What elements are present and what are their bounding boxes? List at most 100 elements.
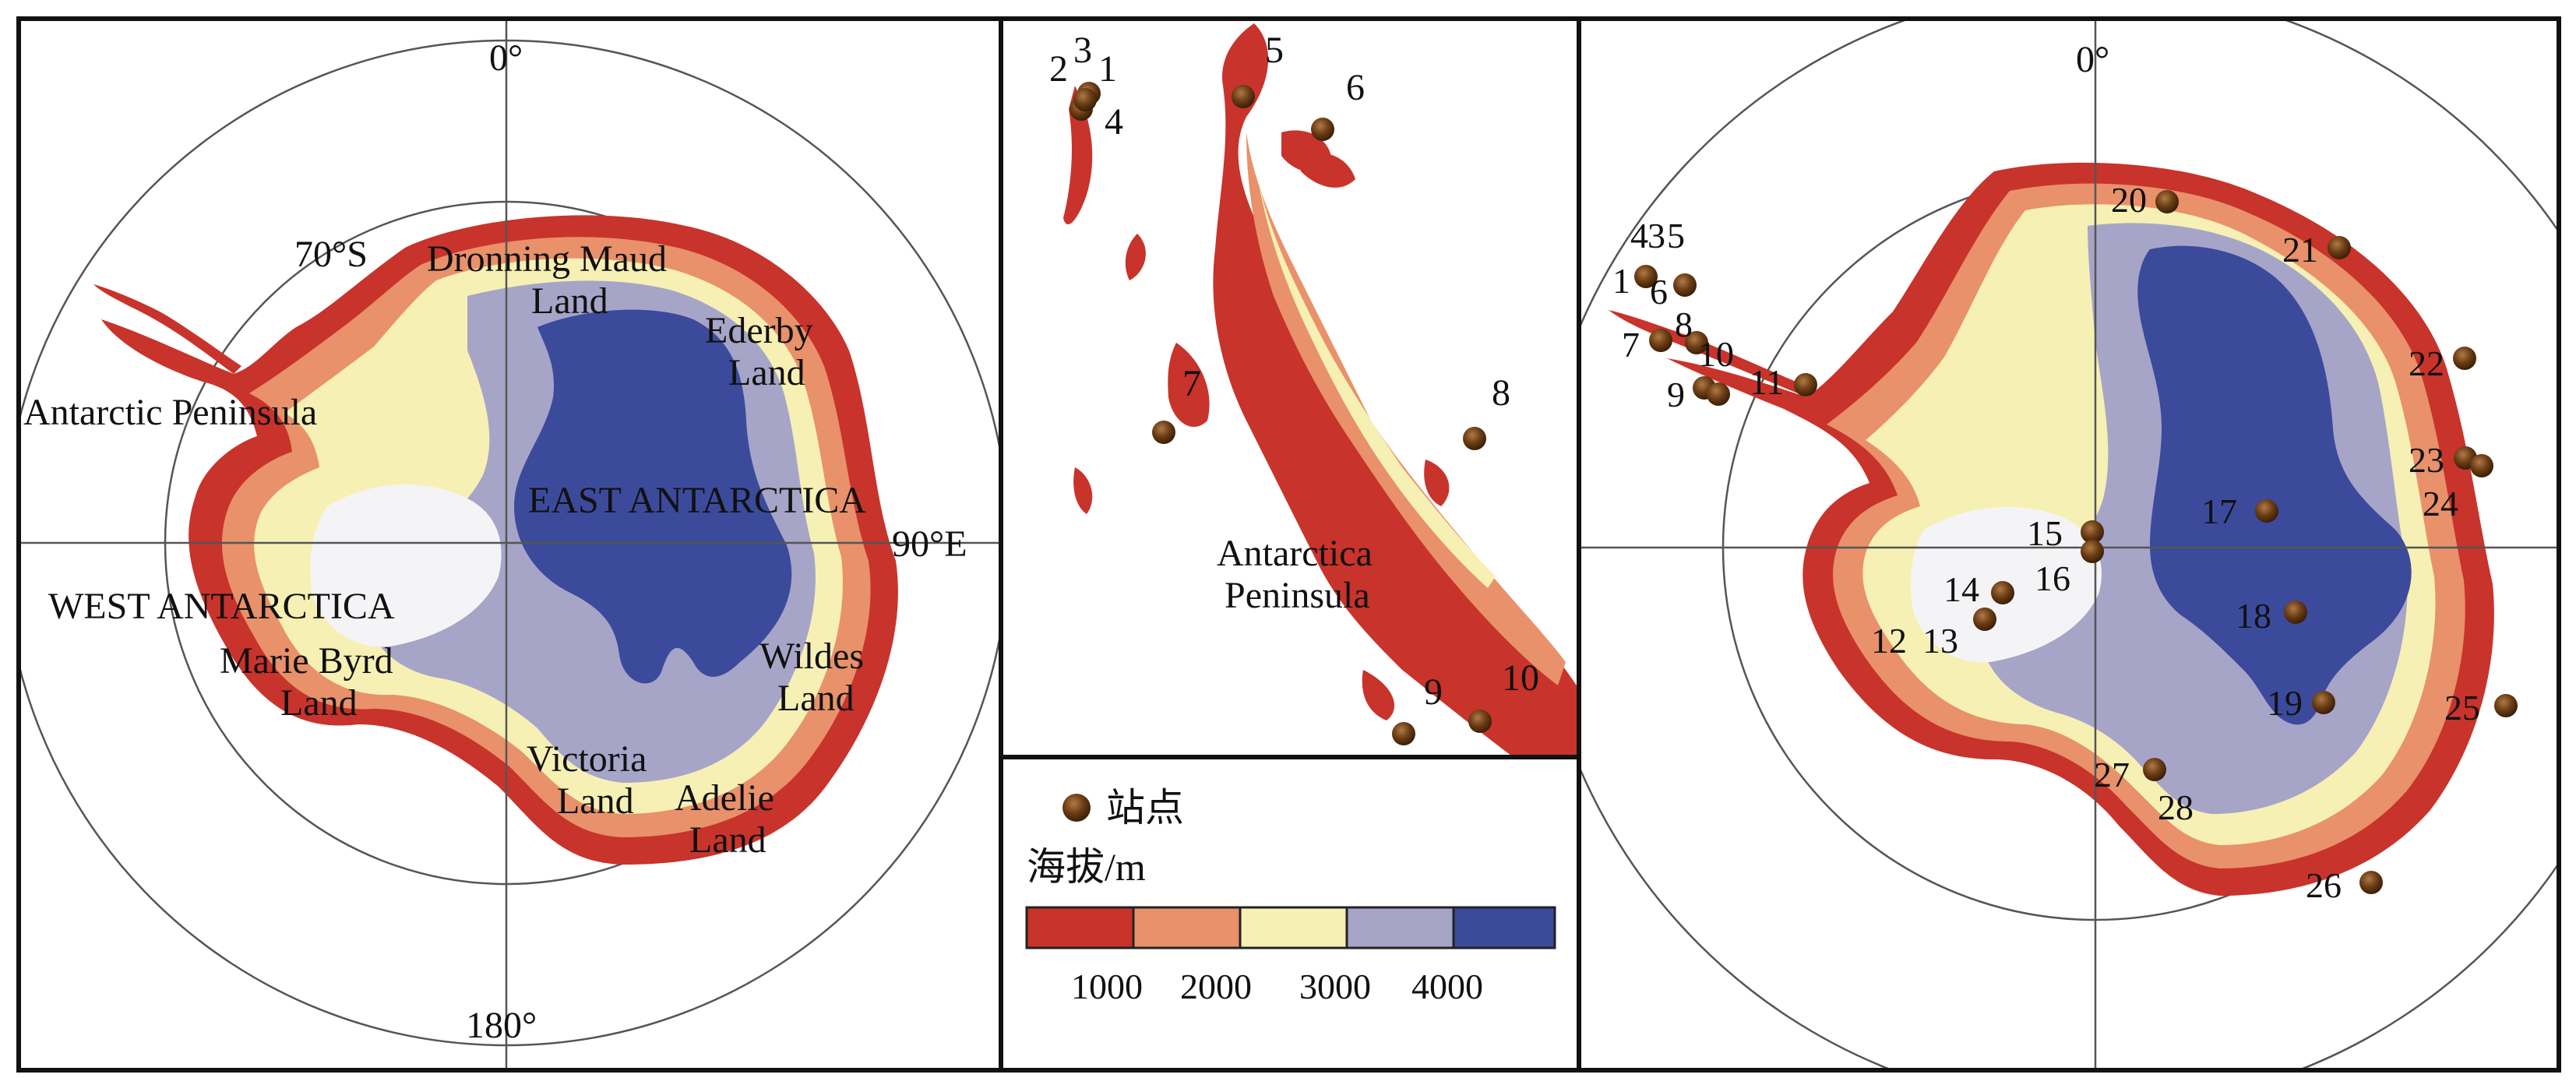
victoria-label-1: Victoria [527,738,647,780]
islands [1063,86,1450,720]
station-number: 8 [1492,372,1510,414]
station-marker [1634,265,1658,288]
station-marker [1152,421,1175,444]
legend-color-swatch [1452,906,1556,949]
antarctica-peninsula-label-2: Peninsula [1225,575,1370,616]
legend-color-bar [1025,906,1556,949]
ederby-label-2: Land [728,352,805,393]
station-number: 20 [2111,180,2147,220]
station-number: 7 [1182,363,1201,404]
station-number: 6 [1650,272,1668,312]
east-antarctica-label: EAST ANTARCTICA [528,480,866,521]
legend-color-swatch [1025,906,1135,949]
station-number: 12 [1871,621,1907,660]
station-number: 3 [1647,216,1665,255]
station-marker [1311,118,1334,141]
station-number: 18 [2236,596,2271,636]
legend-tick: 1000 [1071,967,1143,1006]
station-number: 5 [1265,30,1284,71]
station-number: 8 [1675,305,1693,344]
legend-ticks: 1000 2000 3000 4000 [1071,967,1483,1006]
west-interior [310,484,502,647]
station-number: 10 [1502,657,1539,699]
wildes-label-2: Land [777,678,855,719]
station-marker [2359,871,2383,894]
station-marker [1707,382,1730,406]
adelie-label-2: Land [689,819,766,861]
ederby-label-1: Ederby [705,310,813,351]
station-number: 27 [2094,755,2130,794]
legend-color-swatch [1345,906,1455,949]
station-marker [2081,520,2104,544]
station-number: 22 [2409,343,2444,383]
middle-stations [1070,82,1492,745]
station-number: 1 [1098,48,1117,90]
lat-70s-label: 70°S [294,234,368,275]
station-number: 21 [2282,230,2318,269]
station-marker [2255,499,2278,523]
left-map-panel: 0° 180° 90°E 70°S Dronning Maud Land Ede… [19,19,999,1070]
station-number: 9 [1667,375,1685,414]
station-number: 2 [1049,48,1068,90]
peninsula-left [93,284,241,374]
dronning-maud-label-2: Land [531,280,608,322]
station-marker [2470,454,2493,477]
right-labels: 0° [2076,39,2109,80]
station-number: 13 [1922,621,1958,660]
legend-color-swatch [1132,906,1242,949]
lon-0-label: 0° [489,37,523,79]
station-number: 9 [1424,671,1443,713]
station-marker [1794,373,1817,396]
station-marker [2155,190,2179,213]
station-number: 11 [1750,362,1784,402]
wildes-label-1: Wildes [759,636,864,677]
station-number: 19 [2267,683,2303,723]
station-number: 26 [2306,865,2342,905]
station-number: 24 [2423,484,2458,523]
station-marker [2081,540,2104,563]
legend-tick: 4000 [1411,967,1483,1006]
right-map-panel: 0° 4 3 [1581,19,2559,1070]
lon-180-label: 180° [466,1005,537,1046]
panel-frames [16,16,2561,1073]
station-marker [2143,758,2166,781]
right-stations [1634,190,2518,894]
station-marker [1973,608,1996,631]
legend-station-marker [1062,794,1091,822]
west-antarctica-label: WEST ANTARCTICA [48,586,395,627]
victoria-label-2: Land [557,780,634,822]
legend-color-swatch [1239,906,1348,949]
station-number: 10 [1698,334,1734,374]
marie-byrd-label-2: Land [280,682,358,724]
station-number: 23 [2409,440,2444,480]
continent-left [93,215,898,865]
station-marker [1232,85,1255,108]
station-number: 3 [1073,30,1092,71]
station-marker [2453,347,2476,370]
station-number: 1 [1612,261,1630,301]
station-number: 4 [1105,101,1123,143]
lon-0-label-right: 0° [2076,39,2109,80]
station-marker [2284,601,2307,624]
legend-panel: 站点 海拔/m 1000 2000 3000 4000 [1025,786,1556,1006]
station-marker [1463,427,1486,450]
station-number: 28 [2158,787,2194,827]
legend-tick: 2000 [1180,967,1252,1006]
ice-top [514,309,792,684]
station-number: 6 [1346,67,1365,108]
station-marker [1468,710,1492,733]
middle-station-numbers: 2 3 1 4 5 6 7 8 9 10 [1049,30,1539,713]
middle-labels: Antarctica Peninsula [1217,533,1373,616]
peninsula-mid [1246,132,1566,685]
station-marker [1685,331,1708,354]
station-number: 16 [2035,558,2070,598]
marie-byrd-label-1: Marie Byrd [220,640,393,682]
legend-elevation-title: 海拔/m [1027,845,1146,889]
station-marker [1649,329,1672,352]
station-marker [2312,691,2335,714]
station-marker [1073,88,1097,111]
station-number: 14 [1943,569,1979,609]
station-number: 15 [2027,513,2063,553]
station-marker [2328,236,2351,259]
